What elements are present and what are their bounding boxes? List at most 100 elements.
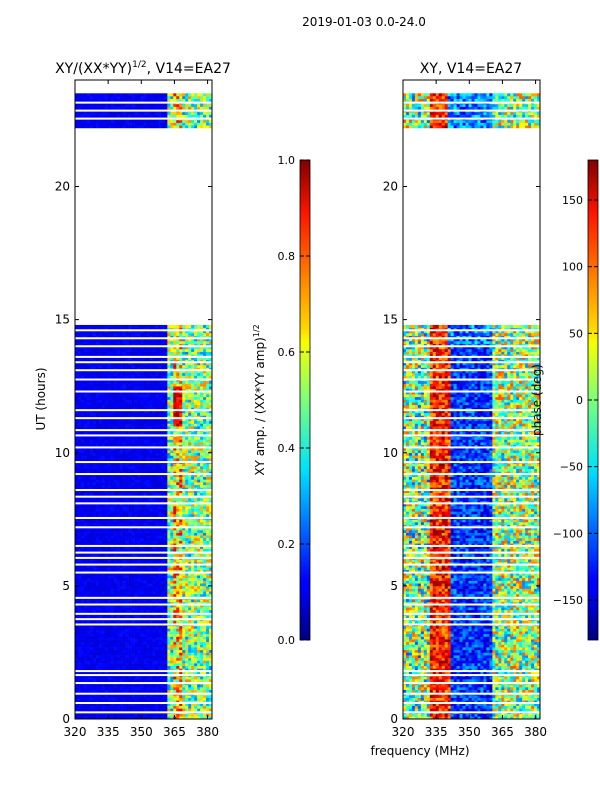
heatmap-cell bbox=[191, 559, 195, 563]
heatmap-cell bbox=[149, 591, 153, 595]
heatmap-cell bbox=[137, 452, 141, 456]
heatmap-cell bbox=[110, 601, 115, 605]
heatmap-cell bbox=[122, 588, 126, 592]
heatmap-cell bbox=[95, 668, 100, 672]
heatmap-cell bbox=[176, 657, 180, 661]
heatmap-cell bbox=[176, 511, 180, 515]
heatmap-cell bbox=[104, 663, 109, 667]
heatmap-cell bbox=[191, 474, 195, 478]
heatmap-cell bbox=[89, 450, 94, 454]
heatmap-cell bbox=[167, 663, 171, 667]
heatmap-cell bbox=[209, 548, 212, 552]
heatmap-cell bbox=[122, 553, 126, 557]
heatmap-cell bbox=[80, 585, 85, 589]
heatmap-cell bbox=[92, 684, 97, 688]
heatmap-cell bbox=[98, 439, 103, 443]
heatmap-cell bbox=[137, 537, 141, 541]
heatmap-cell bbox=[110, 492, 115, 496]
heatmap-cell bbox=[140, 660, 144, 664]
heatmap-cell bbox=[191, 529, 195, 533]
heatmap-cell bbox=[77, 535, 82, 539]
heatmap-cell bbox=[125, 439, 129, 443]
heatmap-cell bbox=[194, 716, 198, 719]
heatmap-cell bbox=[158, 655, 162, 659]
heatmap-row bbox=[75, 529, 212, 533]
heatmap-cell bbox=[176, 687, 180, 691]
heatmap-cell bbox=[185, 580, 189, 584]
heatmap-cell bbox=[203, 447, 207, 451]
heatmap-cell bbox=[200, 521, 204, 525]
heatmap-cell bbox=[188, 601, 192, 605]
heatmap-cell bbox=[173, 655, 177, 659]
heatmap-cell bbox=[155, 476, 159, 480]
heatmap-cell bbox=[134, 593, 138, 597]
heatmap-cell bbox=[155, 511, 159, 515]
heatmap-cell bbox=[128, 553, 132, 557]
heatmap-cell bbox=[89, 444, 94, 448]
heatmap-row bbox=[75, 676, 212, 680]
heatmap-cell bbox=[122, 716, 126, 719]
heatmap-cell bbox=[113, 455, 117, 459]
heatmap-cell bbox=[89, 716, 94, 719]
heatmap-cell bbox=[122, 447, 126, 451]
heatmap-cell bbox=[149, 548, 153, 552]
heatmap-cell bbox=[131, 628, 135, 632]
heatmap-cell bbox=[188, 529, 192, 533]
heatmap-cell bbox=[80, 452, 85, 456]
heatmap-cell bbox=[194, 665, 198, 669]
heatmap-cell bbox=[75, 615, 79, 619]
heatmap-cell bbox=[77, 458, 82, 462]
heatmap-cell bbox=[77, 500, 82, 504]
heatmap-cell bbox=[86, 527, 91, 531]
heatmap-cell bbox=[173, 553, 177, 557]
heatmap-cell bbox=[167, 684, 171, 688]
heatmap-cell bbox=[164, 703, 168, 706]
heatmap-cell bbox=[77, 631, 82, 635]
heatmap-cell bbox=[191, 625, 195, 629]
heatmap-cell bbox=[179, 607, 183, 611]
heatmap-cell bbox=[161, 559, 165, 563]
heatmap-cell bbox=[128, 641, 132, 645]
heatmap-cell bbox=[113, 639, 117, 643]
heatmap-cell bbox=[149, 543, 153, 547]
heatmap-cell bbox=[164, 548, 168, 552]
heatmap-cell bbox=[146, 665, 150, 669]
heatmap-cell bbox=[137, 644, 141, 648]
heatmap-cell bbox=[158, 668, 162, 672]
heatmap-cell bbox=[164, 580, 168, 584]
heatmap-cell bbox=[101, 572, 106, 576]
heatmap-cell bbox=[125, 697, 129, 701]
heatmap-cell bbox=[92, 455, 97, 459]
heatmap-cell bbox=[95, 498, 100, 501]
heatmap-cell bbox=[200, 458, 204, 462]
heatmap-cell bbox=[89, 620, 94, 624]
heatmap-cell bbox=[75, 490, 79, 493]
heatmap-cell bbox=[101, 703, 106, 706]
heatmap-row bbox=[75, 463, 212, 467]
heatmap-cell bbox=[185, 569, 189, 573]
heatmap-cell bbox=[167, 511, 171, 515]
heatmap-cell bbox=[206, 615, 210, 619]
heatmap-cell bbox=[179, 652, 183, 656]
heatmap-cell bbox=[75, 708, 79, 712]
heatmap-cell bbox=[200, 490, 204, 493]
heatmap-cell bbox=[200, 655, 204, 659]
heatmap-cell bbox=[75, 671, 79, 675]
heatmap-cell bbox=[152, 468, 156, 472]
heatmap-cell bbox=[83, 521, 88, 525]
heatmap-cell bbox=[179, 716, 183, 719]
heatmap-cell bbox=[158, 703, 162, 706]
heatmap-cell bbox=[107, 529, 112, 533]
heatmap-cell bbox=[128, 695, 132, 698]
heatmap-cell bbox=[137, 593, 141, 597]
heatmap-cell bbox=[140, 628, 144, 632]
heatmap-cell bbox=[170, 442, 174, 446]
heatmap-cell bbox=[155, 444, 159, 448]
heatmap-cell bbox=[107, 545, 112, 549]
heatmap-cell bbox=[146, 639, 150, 643]
heatmap-cell bbox=[104, 553, 109, 557]
heatmap-cell bbox=[75, 482, 79, 485]
heatmap-cell bbox=[119, 567, 123, 571]
heatmap-cell bbox=[122, 601, 126, 605]
heatmap-cell bbox=[185, 697, 189, 701]
